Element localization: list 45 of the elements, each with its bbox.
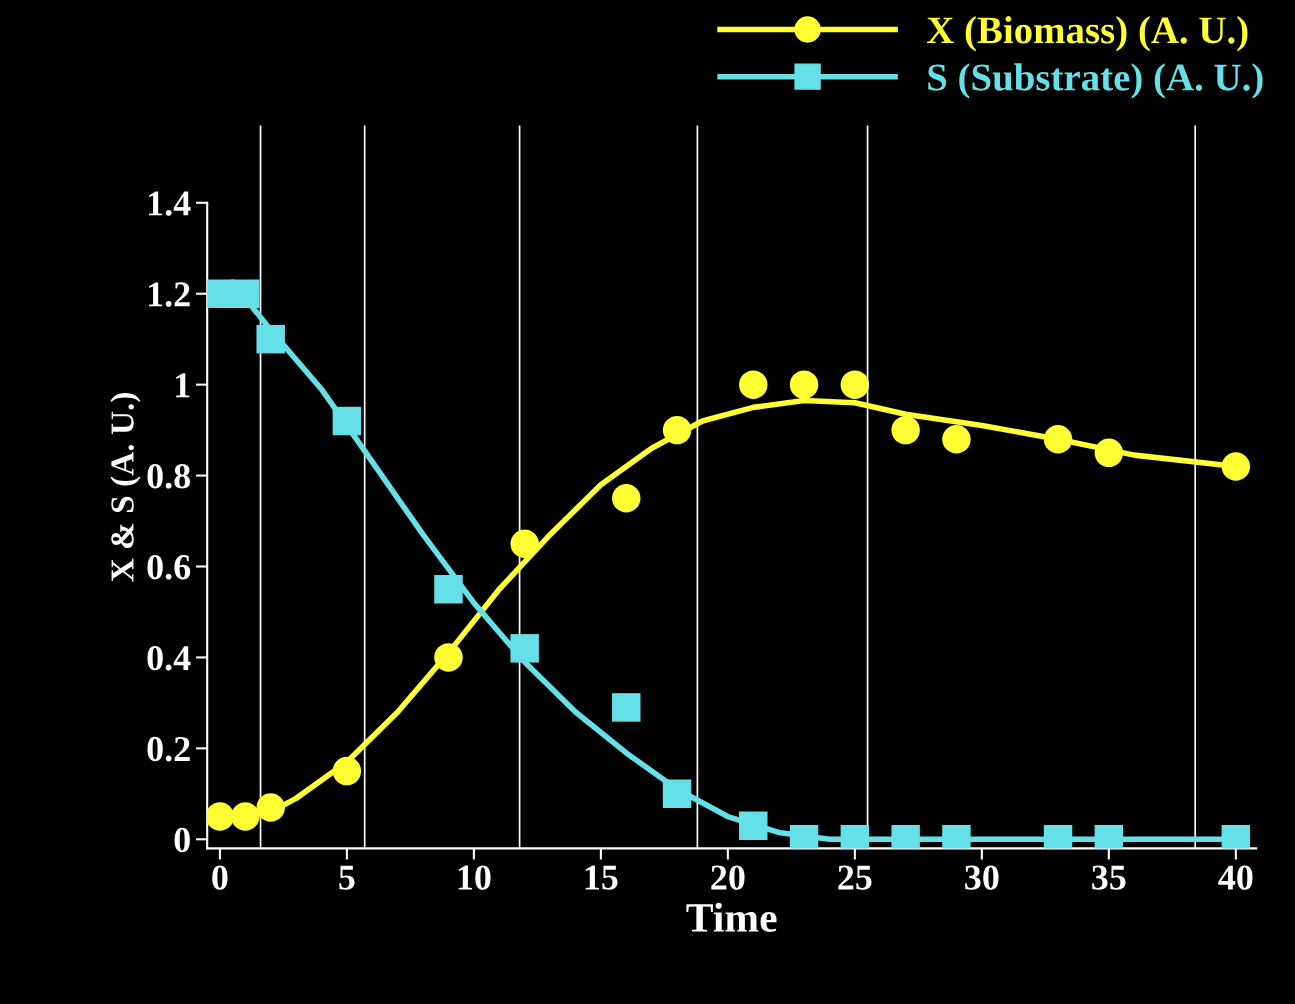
point: [256, 324, 285, 354]
point: [891, 415, 920, 445]
y-tick-label: 0.4: [147, 645, 191, 671]
point: [1221, 452, 1251, 481]
y-tick-label: 0.2: [147, 736, 190, 762]
y-tick-label: 0.8: [147, 464, 191, 489]
point: [739, 370, 768, 399]
point: [256, 793, 285, 822]
x-tick-label: 15: [585, 865, 618, 890]
point: [434, 575, 463, 604]
x-tick-label: 35: [1092, 865, 1126, 890]
y-tick-label: 0.6: [147, 555, 191, 580]
y-tick-label: 1.2: [148, 282, 190, 307]
y-tick-label: 1: [176, 373, 190, 398]
x-tick-label: 30: [965, 865, 999, 890]
point: [612, 484, 641, 513]
y-tick-label: 1.4: [148, 191, 191, 216]
point: [207, 802, 235, 831]
point: [510, 634, 539, 663]
y-tick-label: 0: [174, 827, 190, 853]
point: [612, 693, 641, 722]
point: [332, 756, 362, 786]
point: [789, 370, 819, 399]
point: [942, 424, 971, 454]
x-axis-title: Time: [686, 902, 777, 932]
x-tick-label: 0: [212, 865, 228, 890]
point: [739, 811, 768, 840]
point: [332, 406, 362, 436]
point: [1043, 424, 1073, 454]
point: [1094, 438, 1124, 468]
legend-label: S (Substrate) (A. U.): [928, 63, 1263, 99]
x-tick-label: 40: [1218, 865, 1253, 890]
point: [434, 643, 463, 672]
legend-label: X (Biomass) (A. U.): [926, 16, 1248, 52]
x-tick-label: 25: [838, 865, 872, 890]
x-tick-label: 10: [458, 865, 491, 890]
point: [662, 415, 692, 445]
point: [840, 370, 870, 399]
y-axis-title: X & S (A. U.): [110, 393, 141, 582]
point: [231, 802, 260, 831]
x-tick-label: 20: [711, 865, 745, 890]
point: [231, 279, 260, 308]
point: [510, 529, 539, 558]
x-tick-label: 5: [339, 865, 355, 890]
point: [662, 779, 692, 809]
